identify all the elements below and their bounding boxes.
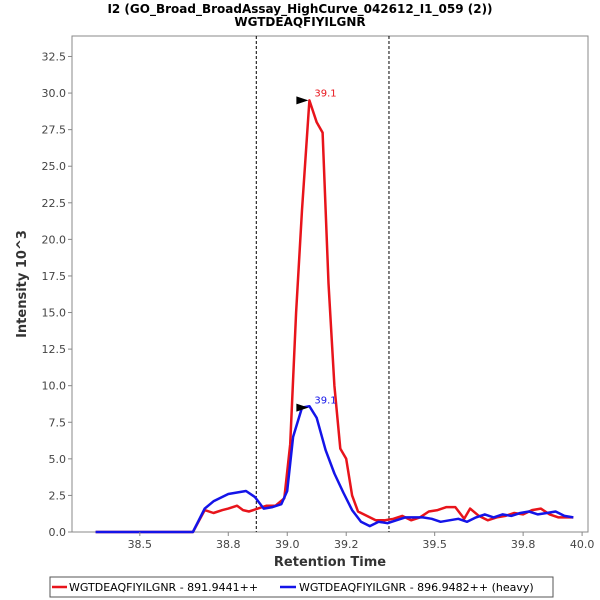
plot-area <box>71 35 589 533</box>
y-tick-label-4: 10.0 <box>42 380 67 393</box>
x-tick-label-6: 40.0 <box>570 538 595 551</box>
y-tick-label-5: 12.5 <box>42 343 67 356</box>
y-tick-label-10: 25.0 <box>42 160 67 173</box>
peak-marker-0 <box>296 96 309 105</box>
peak-label-0: 39.1 <box>314 88 336 99</box>
y-tick-label-8: 20.0 <box>42 233 67 246</box>
x-tick-label-2: 39.0 <box>275 538 300 551</box>
y-tick-label-11: 27.5 <box>42 124 67 137</box>
series-line-1 <box>95 404 574 534</box>
y-tick-label-0: 0.0 <box>49 526 67 539</box>
peak-annotations: 39.1 39.1 <box>296 88 337 412</box>
x-tick-label-4: 39.5 <box>422 538 447 551</box>
reference-lines <box>255 36 390 532</box>
y-tick-label-1: 2.5 <box>49 489 67 502</box>
legend-label-heavy: WGTDEAQFIYILGNR - 896.9482++ (heavy) <box>299 581 534 594</box>
x-tick-label-5: 39.8 <box>511 538 536 551</box>
series-layer <box>95 99 574 534</box>
y-tick-label-6: 15.0 <box>42 307 67 320</box>
y-tick-label-12: 30.0 <box>42 87 67 100</box>
y-tick-label-13: 32.5 <box>42 50 67 63</box>
x-axis-label: Retention Time <box>274 555 386 570</box>
y-tick-label-2: 5.0 <box>49 453 67 466</box>
chart-subtitle: WGTDEAQFIYILGNR <box>234 15 365 29</box>
peak-label-1: 39.1 <box>314 396 336 407</box>
y-tick-label-9: 22.5 <box>42 197 67 210</box>
y-axis-label: Intensity 10^3 <box>15 230 30 338</box>
x-tick-label-1: 38.8 <box>216 538 241 551</box>
x-axis: 38.5 38.8 39.0 39.2 39.5 39.8 40.0 <box>128 532 595 551</box>
legend-box <box>49 576 554 598</box>
y-tick-label-3: 7.5 <box>49 416 67 429</box>
series-line-0 <box>95 99 574 534</box>
x-tick-label-0: 38.5 <box>128 538 153 551</box>
legend-label-light: WGTDEAQFIYILGNR - 891.9441++ <box>69 581 258 594</box>
y-tick-label-7: 17.5 <box>42 270 67 283</box>
x-tick-label-3: 39.2 <box>334 538 359 551</box>
chart-title: I2 (GO_Broad_BroadAssay_HighCurve_042612… <box>107 2 492 17</box>
y-axis: 0.0 2.5 5.0 7.5 10.0 12.5 15.0 17.5 20.0 22.5 25.0… <box>42 50 72 539</box>
peak-marker-1 <box>296 403 309 412</box>
